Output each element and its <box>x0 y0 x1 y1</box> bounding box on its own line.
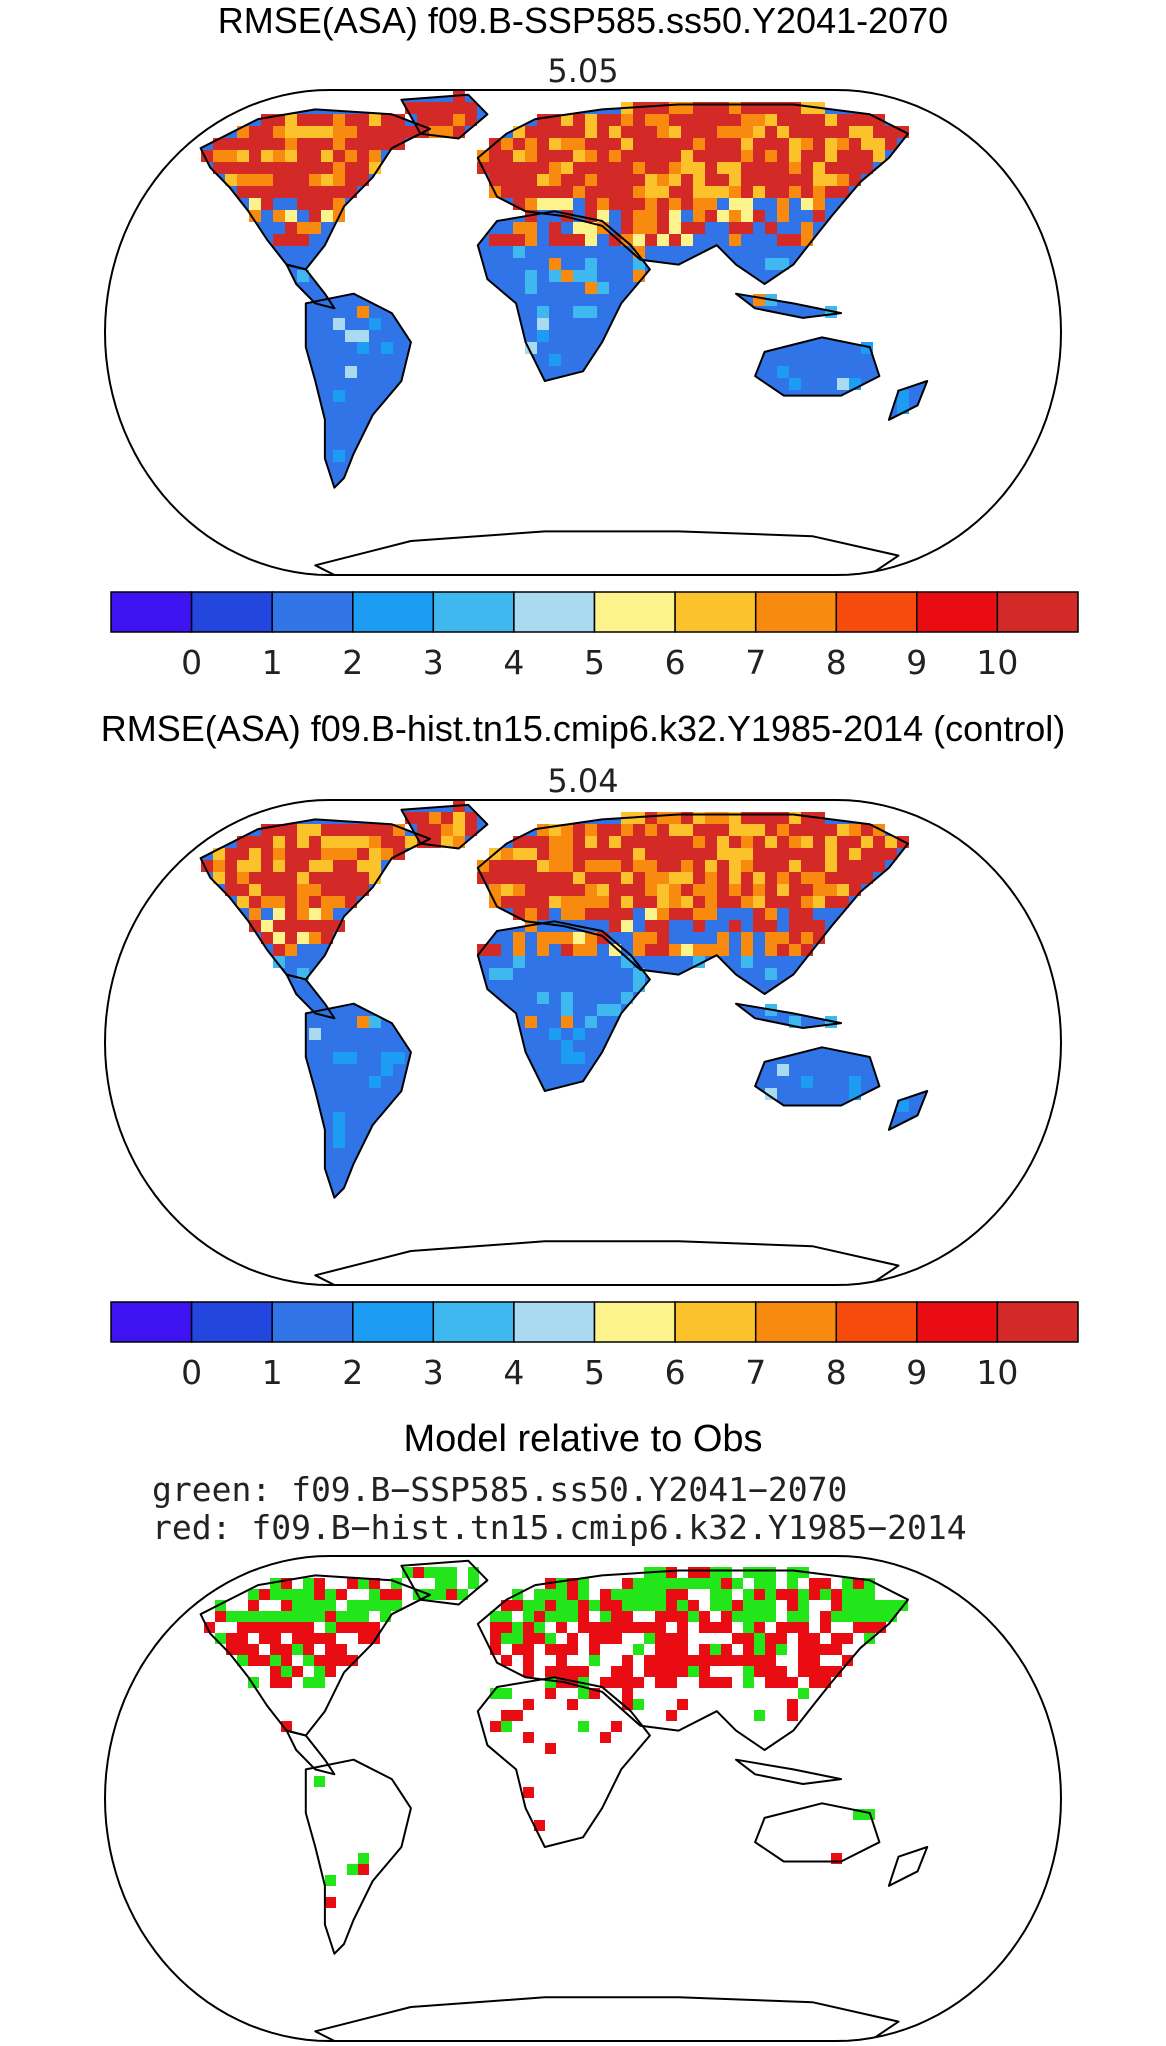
coastline-antarctica <box>314 530 900 575</box>
colorbar-swatch <box>835 591 918 633</box>
colorbar-swatch <box>110 591 193 633</box>
coastline-northAm <box>199 818 431 981</box>
coastline-centralAm <box>285 1729 336 1776</box>
colorbar-swatch <box>996 1301 1079 1343</box>
colorbar-swatch <box>352 1301 435 1343</box>
colorbar-tick-label: 6 <box>665 1353 686 1392</box>
colorbar-swatch <box>513 1301 596 1343</box>
coastline-nz <box>887 1090 929 1131</box>
coastline-southAm <box>304 1758 412 1955</box>
coastline-africa <box>476 1676 651 1848</box>
colorbar-tick-label: 1 <box>262 643 283 682</box>
colorbar-tick-label: 2 <box>342 1353 363 1392</box>
colorbar-2: 0 1 2 3 4 5 6 7 8 9 10 <box>110 1301 1079 1392</box>
coastline-eurasia <box>476 813 909 995</box>
map-panel-1 <box>103 89 1063 576</box>
coastline-africa <box>476 920 651 1092</box>
coastline-greenland <box>400 1559 489 1606</box>
coastline-indonesia <box>735 1758 843 1785</box>
colorbar-swatch <box>593 591 676 633</box>
coastline-nz <box>887 1846 929 1887</box>
colorbar-swatch <box>996 591 1079 633</box>
coastline-southAm <box>304 1002 412 1199</box>
panel1-value: 5.05 <box>547 52 619 90</box>
colorbar-swatch <box>674 1301 757 1343</box>
colorbar-tick-label: 10 <box>976 643 1018 682</box>
coastline-northAm <box>199 1574 431 1737</box>
colorbar-tick-label: 9 <box>906 1353 927 1392</box>
colorbar-swatch <box>916 1301 999 1343</box>
coastline-greenland <box>400 803 489 850</box>
colorbar-tick-label: 7 <box>745 1353 766 1392</box>
coastline-indonesia <box>735 1002 843 1029</box>
colorbar-swatch <box>190 591 273 633</box>
panel2-title: RMSE(ASA) f09.B-hist.tn15.cmip6.k32.Y198… <box>100 708 1066 749</box>
coastline-nz <box>887 380 929 421</box>
coastline-centralAm <box>285 973 336 1020</box>
colorbar-tick-label: 4 <box>503 643 524 682</box>
map-panel-2 <box>103 799 1063 1286</box>
colorbar-tick-label: 7 <box>745 643 766 682</box>
colorbar-swatch <box>754 1301 838 1343</box>
colorbar-tick-label: 9 <box>906 643 927 682</box>
coastline-eurasia <box>476 103 909 285</box>
colorbar-tick-label: 8 <box>826 1353 847 1392</box>
colorbar-swatch <box>674 591 757 633</box>
colorbar-swatch <box>432 591 515 633</box>
map-frame <box>103 1555 1063 2042</box>
colorbar-tick-label: 3 <box>423 1353 444 1392</box>
colorbar-tick-label: 10 <box>976 1353 1018 1392</box>
colorbar-tick-label: 3 <box>423 643 444 682</box>
colorbar-tick-label: 5 <box>584 1353 605 1392</box>
panel1-title: RMSE(ASA) f09.B-SSP585.ss50.Y2041-2070 <box>217 0 949 41</box>
legend-red-text: red: f09.B−hist.tn15.cmip6.k32.Y1985−201… <box>152 1508 967 1547</box>
colorbar-swatch <box>432 1301 515 1343</box>
colorbar-tick-label: 1 <box>262 1353 283 1392</box>
coastline-antarctica <box>314 1996 900 2041</box>
colorbar-swatch <box>916 591 999 633</box>
coastline-northAm <box>199 108 431 271</box>
colorbar-1: 0 1 2 3 4 5 6 7 8 9 10 <box>110 591 1079 682</box>
colorbar-tick-label: 2 <box>342 643 363 682</box>
colorbar-tick-label: 0 <box>181 1353 202 1392</box>
legend-green-text: green: f09.B−SSP585.ss50.Y2041−2070 <box>152 1470 848 1509</box>
coastline-greenland <box>400 93 489 140</box>
colorbar-swatch <box>513 591 596 633</box>
coastline-eurasia <box>476 1569 909 1751</box>
coastline-southAm <box>304 292 412 489</box>
panel2-value: 5.04 <box>547 762 619 800</box>
coastline-antarctica <box>314 1240 900 1285</box>
colorbar-swatch <box>754 591 838 633</box>
land-indonesia <box>736 1003 842 1028</box>
coastline-australia <box>754 336 881 397</box>
colorbar-swatch <box>110 1301 193 1343</box>
colorbar-tick-label: 4 <box>503 1353 524 1392</box>
colorbar-tick-label: 5 <box>584 643 605 682</box>
map-frame <box>103 799 1063 1286</box>
coastline-centralAm <box>285 263 336 310</box>
colorbar-swatch <box>352 591 435 633</box>
map-panel-3 <box>103 1555 1063 2042</box>
colorbar-swatch <box>271 1301 354 1343</box>
colorbar-swatch <box>271 591 354 633</box>
coastline-indonesia <box>735 292 843 319</box>
land-centralAm <box>286 974 335 1019</box>
map-frame <box>103 89 1063 576</box>
coastline-africa <box>476 210 651 382</box>
coastline-australia <box>754 1802 881 1863</box>
colorbar-tick-label: 0 <box>181 643 202 682</box>
panel3-title: Model relative to Obs <box>403 1418 763 1460</box>
colorbar-tick-label: 8 <box>826 643 847 682</box>
land-australia <box>755 1047 880 1106</box>
colorbar-swatch <box>593 1301 676 1343</box>
colorbar-tick-label: 6 <box>665 643 686 682</box>
colorbar-swatch <box>190 1301 273 1343</box>
coastline-australia <box>754 1046 881 1107</box>
colorbar-swatch <box>835 1301 918 1343</box>
